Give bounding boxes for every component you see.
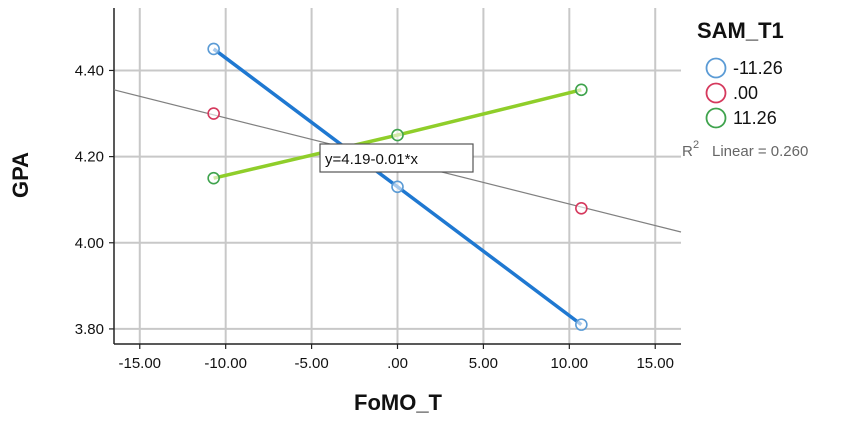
legend-label: 11.26	[733, 108, 777, 128]
legend-marker	[705, 57, 727, 79]
legend-marker	[705, 107, 727, 129]
y-tick-labels: 3.80 4.00 4.20 4.40	[75, 62, 104, 337]
x-tick-label: 15.00	[636, 355, 674, 372]
r2-label: Linear = 0.260	[712, 143, 808, 160]
data-point	[391, 180, 404, 194]
grid	[114, 8, 681, 344]
x-tick-label: 5.00	[469, 355, 498, 372]
x-tick-label: -5.00	[294, 355, 328, 372]
data-point	[575, 83, 588, 97]
y-tick-label: 3.80	[75, 321, 104, 338]
equation-label: y=4.19-0.01*x	[325, 151, 418, 168]
axes	[109, 8, 681, 349]
series-points	[207, 42, 588, 331]
r2-annotation: R 2 Linear = 0.260	[682, 139, 808, 160]
legend-label: .00	[733, 83, 758, 103]
y-tick-label: 4.40	[75, 62, 104, 79]
x-tick-label: 10.00	[551, 355, 589, 372]
r2-r-glyph: R	[682, 143, 693, 160]
y-axis-title: GPA	[8, 152, 33, 198]
legend-title: SAM_T1	[697, 18, 784, 43]
data-point	[391, 128, 404, 142]
data-point	[207, 42, 220, 56]
legend-label: -11.26	[733, 58, 783, 78]
legend: SAM_T1 -11.26 .00 11.26	[697, 18, 784, 129]
data-point	[207, 171, 220, 185]
legend-marker	[705, 82, 727, 104]
y-tick-label: 4.00	[75, 235, 104, 252]
data-point	[575, 202, 588, 215]
equation-box	[319, 143, 474, 173]
x-tick-label: .00	[387, 355, 408, 372]
r2-superscript: 2	[693, 139, 699, 151]
x-axis-title: FoMO_T	[354, 390, 443, 415]
x-tick-label: -15.00	[118, 355, 161, 372]
data-point	[575, 318, 588, 331]
equation-annotation: y=4.19-0.01*x	[319, 143, 474, 173]
x-tick-labels: -15.00 -10.00 -5.00 .00 5.00 10.00 15.00	[118, 355, 674, 372]
data-point	[207, 107, 220, 120]
y-tick-label: 4.20	[75, 149, 104, 166]
x-tick-label: -10.00	[204, 355, 247, 372]
